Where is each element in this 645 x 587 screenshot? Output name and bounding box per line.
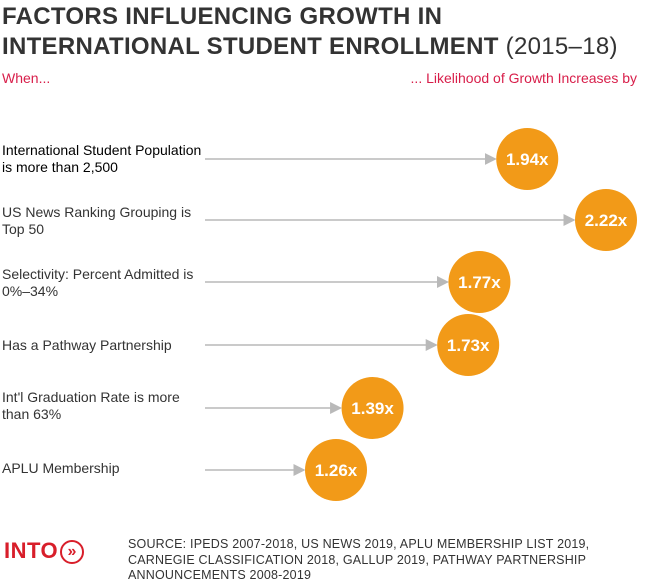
value-bubble xyxy=(448,251,511,313)
value-label: 1.94x xyxy=(506,150,549,169)
left-caption: When... xyxy=(2,70,51,86)
source-note: SOURCE: IPEDS 2007-2018, US NEWS 2019, A… xyxy=(128,537,590,582)
value-bubble xyxy=(305,439,367,501)
row-label: Selectivity: Percent Admitted is 0%–34% xyxy=(2,266,194,299)
into-logo: INTO» xyxy=(4,538,85,564)
chart-title-text: FACTORS INFLUENCING GROWTH IN INTERNATIO… xyxy=(2,3,499,60)
value-label: 2.22x xyxy=(585,211,628,230)
value-label: 1.39x xyxy=(351,399,394,418)
row-label: Int'l Graduation Rate is more than 63% xyxy=(2,389,180,422)
value-label: 1.73x xyxy=(447,336,490,355)
row-label: International Student Population is more… xyxy=(2,142,202,175)
value-label: 1.26x xyxy=(315,461,358,480)
value-bubble xyxy=(496,128,559,190)
row-label: Has a Pathway Partnership xyxy=(2,337,172,353)
value-bubble xyxy=(437,314,500,376)
chart-title: FACTORS INFLUENCING GROWTH IN INTERNATIO… xyxy=(2,2,642,62)
row-label: APLU Membership xyxy=(2,460,120,476)
row-label: US News Ranking Grouping is Top 50 xyxy=(2,204,192,237)
chevron-right-icon: » xyxy=(60,540,85,564)
value-bubble xyxy=(575,189,637,251)
chart-title-years: (2015–18) xyxy=(505,33,618,60)
right-caption: ... Likelihood of Growth Increases by xyxy=(410,70,637,86)
value-label: 1.77x xyxy=(458,273,501,292)
value-bubble xyxy=(341,377,404,439)
logo-text: INTO xyxy=(4,538,59,563)
